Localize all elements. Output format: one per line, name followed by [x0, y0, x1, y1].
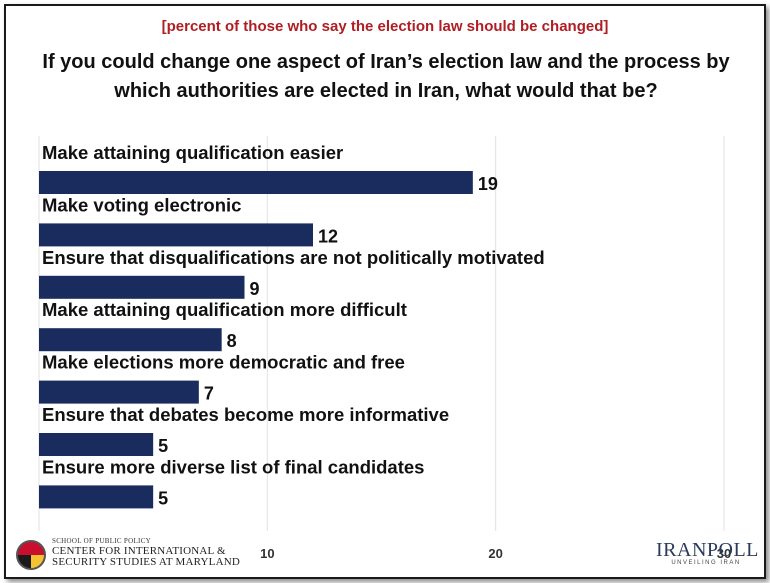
- umd-center-label: CENTER FOR INTERNATIONAL & SECURITY STUD…: [52, 546, 240, 568]
- bar: [39, 223, 313, 247]
- data-label: 19: [478, 174, 498, 194]
- category-label: Ensure that disqualifications are not po…: [42, 247, 545, 268]
- bar-chart: Make attaining qualification easier 19 Mak…: [38, 136, 731, 561]
- umd-seal-icon: [16, 540, 46, 570]
- category-label: Make attaining qualification easier: [42, 142, 343, 163]
- iranpoll-name: IRANPOLL: [656, 539, 759, 561]
- category-label: Make voting electronic: [42, 194, 241, 215]
- category-label: Make elections more democratic and free: [42, 352, 405, 373]
- iranpoll-logo: IRANPOLL UNVEILING IRAN: [656, 539, 759, 566]
- data-label: 7: [204, 384, 214, 404]
- bar: [39, 171, 473, 194]
- x-tick-label: 20: [488, 546, 502, 561]
- bar: [39, 275, 245, 299]
- data-label: 5: [158, 488, 168, 508]
- umd-center-line1: CENTER FOR INTERNATIONAL &: [52, 545, 226, 557]
- chart-subtitle: [percent of those who say the election l…: [161, 18, 609, 35]
- category-label: Ensure that debates become more informat…: [42, 404, 449, 425]
- data-label: 8: [227, 331, 237, 351]
- category-label: Make attaining qualification more diffic…: [42, 299, 407, 320]
- bar: [39, 380, 199, 404]
- iranpoll-tagline: UNVEILING IRAN: [671, 560, 741, 566]
- slide: [percent of those who say the election l…: [4, 4, 766, 579]
- umd-school-label: SCHOOL OF PUBLIC POLICY: [52, 537, 152, 545]
- data-label: 5: [158, 436, 168, 456]
- x-tick-label: 30: [717, 546, 731, 561]
- bar: [39, 328, 222, 352]
- data-label: 9: [250, 279, 260, 299]
- x-tick-label: 10: [260, 546, 274, 561]
- umd-center-line2: SECURITY STUDIES AT MARYLAND: [52, 556, 241, 568]
- bar: [39, 433, 154, 456]
- category-label: Ensure more diverse list of final candid…: [42, 456, 424, 477]
- umd-cissm-logo: SCHOOL OF PUBLIC POLICY CENTER FOR INTER…: [16, 537, 241, 571]
- chart-title: If you could change one aspect of Iran’s…: [42, 51, 730, 102]
- bar: [39, 485, 154, 509]
- data-label: 12: [318, 226, 338, 246]
